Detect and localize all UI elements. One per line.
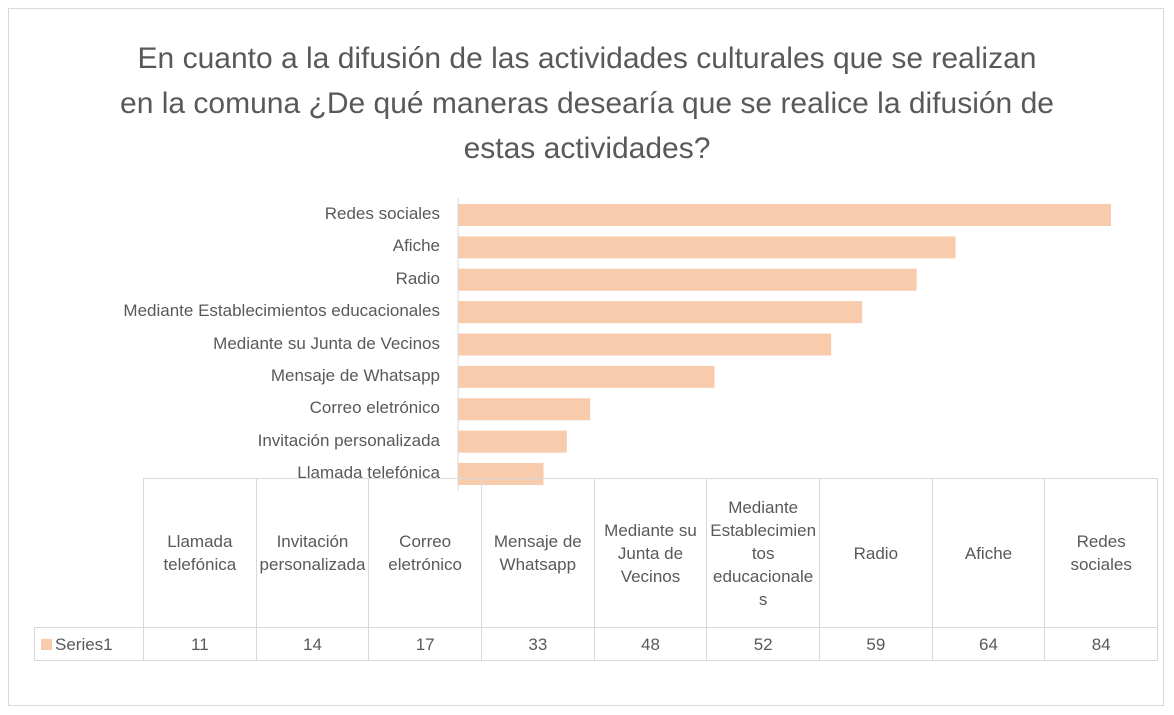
- bar: [458, 268, 917, 291]
- bar: [458, 236, 956, 259]
- table-header-cell: Llamada telefónica: [143, 478, 257, 628]
- table-header-cell: Radio: [819, 478, 933, 628]
- legend-label: Series1: [55, 634, 113, 654]
- table-value-cell: 17: [368, 627, 482, 661]
- bar: [458, 204, 1111, 226]
- table-value-cell: 84: [1044, 627, 1158, 661]
- table-value-cell: 14: [255, 627, 370, 661]
- table-value-cell: 48: [593, 627, 708, 661]
- bar: [458, 430, 567, 453]
- bar: [458, 301, 863, 324]
- chart-title: En cuanto a la difusión de las actividad…: [120, 42, 1054, 165]
- table-header-cell: Invitación personalizada: [255, 478, 370, 628]
- table-value-cell: 52: [706, 627, 820, 661]
- table-header-cell: Redes sociales: [1044, 478, 1158, 628]
- table-value-cell: 59: [819, 627, 933, 661]
- bar: [458, 398, 591, 421]
- bar: [458, 463, 544, 485]
- table-header-cell: Mediante Establecimientos educacionales: [706, 478, 820, 628]
- category-label: Radio: [395, 268, 440, 288]
- table-value-cell: 33: [481, 627, 595, 661]
- table-header-cell: Afiche: [931, 478, 1046, 628]
- table-value-cell: 64: [931, 627, 1046, 661]
- legend-key: [41, 638, 52, 650]
- category-label: Mediante Establecimientos educacionales: [123, 301, 440, 321]
- chart-border: [8, 8, 1164, 706]
- table-header-cell: Mediante su Junta de Vecinos: [593, 478, 708, 628]
- category-label: Invitación personalizada: [257, 430, 440, 450]
- category-label: Llamada telefónica: [297, 463, 440, 482]
- bar: [458, 333, 832, 356]
- bar: [458, 365, 715, 388]
- table-header-cell: Mensaje de Whatsapp: [481, 478, 595, 628]
- legend-cell: Series1: [34, 627, 144, 661]
- category-label: Mensaje de Whatsapp: [270, 365, 440, 385]
- category-label: Correo eletrónico: [309, 398, 440, 418]
- category-label: Afiche: [392, 236, 440, 256]
- category-label: Mediante su Junta de Vecinos: [213, 333, 440, 353]
- category-label: Redes sociales: [324, 204, 440, 223]
- table-header-cell: Correo eletrónico: [368, 478, 482, 628]
- table-value-cell: 11: [143, 627, 257, 661]
